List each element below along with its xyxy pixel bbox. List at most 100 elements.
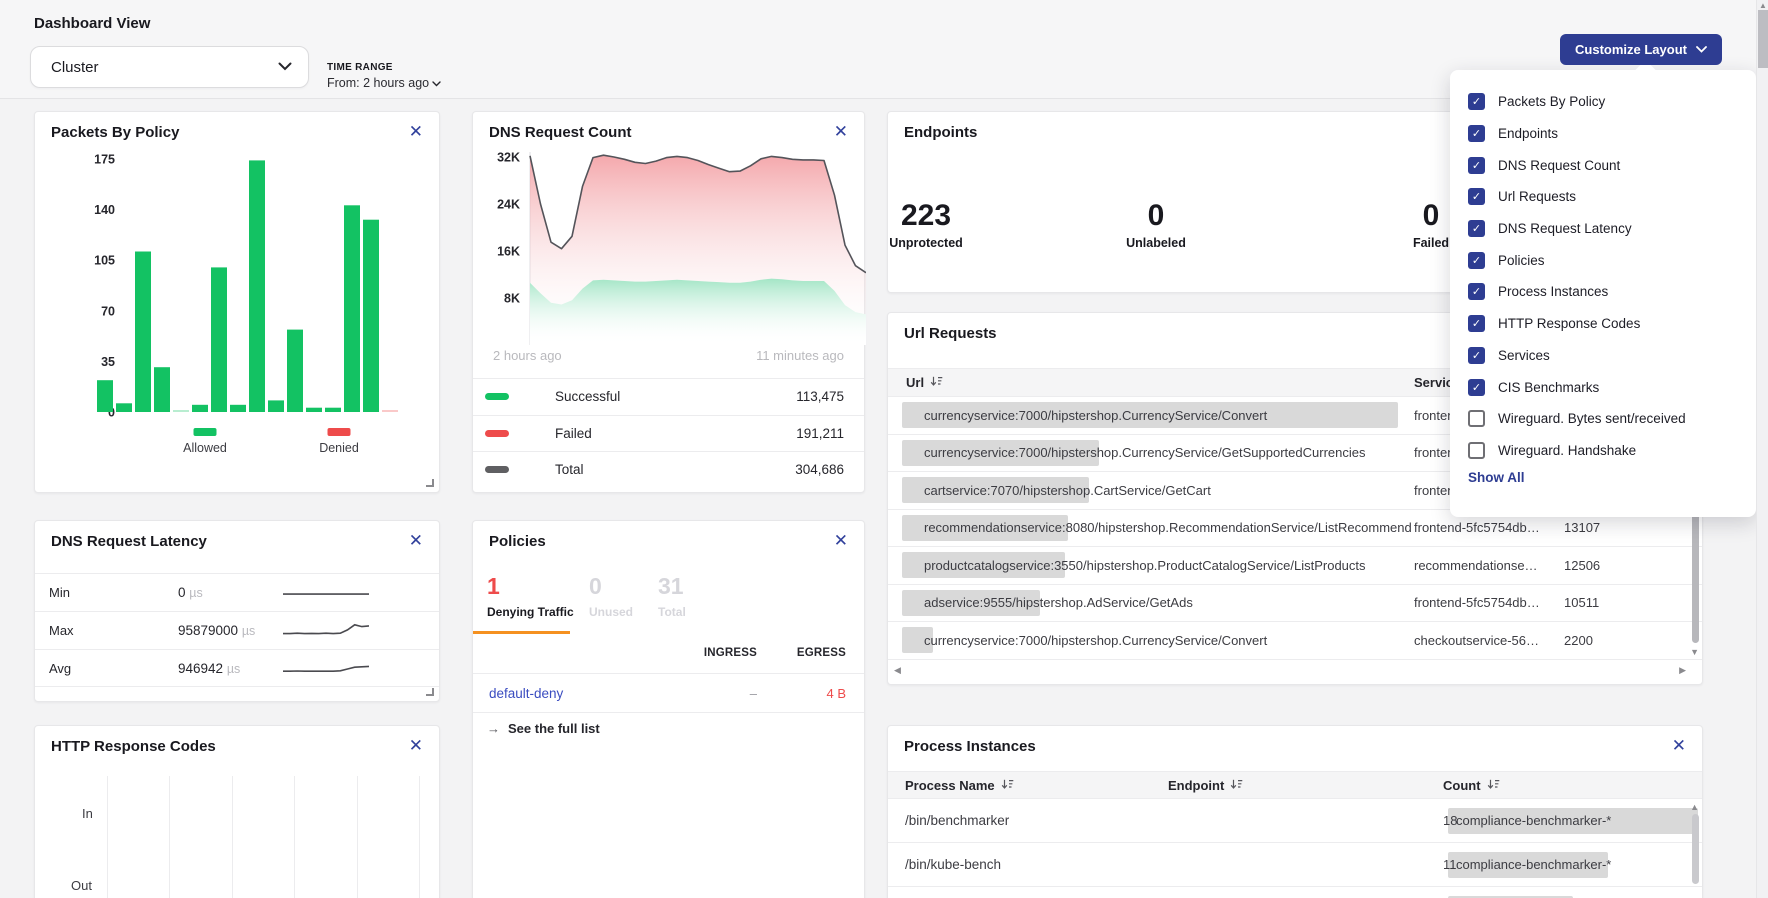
customize-layout-button[interactable]: Customize Layout — [1560, 34, 1722, 65]
legend-label: Successful — [555, 379, 620, 415]
menu-item-wireguard-bytes-sent-received[interactable]: Wireguard. Bytes sent/received — [1450, 403, 1756, 435]
svg-text:16K: 16K — [497, 245, 520, 259]
url-text: adservice:9555/hipstershop.AdService/Get… — [924, 585, 1412, 622]
checked-checkbox-icon[interactable]: ✓ — [1468, 125, 1485, 142]
egress-column-header: EGRESS — [797, 647, 846, 659]
card-title: HTTP Response Codes — [51, 738, 216, 755]
stat-value: 31 — [658, 573, 686, 599]
column-label: Endpoint — [1168, 778, 1224, 793]
latency-row-min: Min 0 µs — [35, 573, 439, 611]
grid-line — [107, 776, 108, 898]
svg-text:8K: 8K — [504, 292, 520, 306]
checked-checkbox-icon[interactable]: ✓ — [1468, 283, 1485, 300]
process-table-row[interactable]: benchmarker compliance-benchmarker-* 9 — [888, 887, 1702, 898]
menu-item-process-instances[interactable]: ✓ Process Instances — [1450, 276, 1756, 308]
url-text: recommendationservice:8080/hipstershop.R… — [924, 510, 1412, 547]
checked-checkbox-icon[interactable]: ✓ — [1468, 188, 1485, 205]
checked-checkbox-icon[interactable]: ✓ — [1468, 220, 1485, 237]
menu-item-policies[interactable]: ✓ Policies — [1450, 244, 1756, 276]
unused-tab[interactable]: 0 Unused — [589, 573, 633, 619]
url-text: currencyservice:7000/hipstershop.Currenc… — [924, 435, 1412, 472]
menu-item-dns-request-latency[interactable]: ✓ DNS Request Latency — [1450, 213, 1756, 245]
checked-checkbox-icon[interactable]: ✓ — [1468, 379, 1485, 396]
process-table-row[interactable]: /bin/benchmarker compliance-benchmarker-… — [888, 799, 1702, 843]
see-full-list-link[interactable]: →See the full list — [487, 721, 600, 736]
scroll-up-arrow-icon[interactable]: ▲ — [1759, 1, 1767, 10]
show-all-link[interactable]: Show All — [1468, 470, 1525, 485]
menu-item-dns-request-count[interactable]: ✓ DNS Request Count — [1450, 149, 1756, 181]
latency-unit: µs — [189, 586, 202, 600]
sort-icon — [1001, 779, 1014, 790]
stat-value: 0 — [1413, 200, 1449, 232]
count-cell: 2200 — [1564, 622, 1654, 659]
scroll-down-arrow-icon[interactable]: ▼ — [1690, 647, 1699, 657]
ingress-value: – — [750, 674, 757, 714]
menu-item-endpoints[interactable]: ✓ Endpoints — [1450, 118, 1756, 150]
menu-item-cis-benchmarks[interactable]: ✓ CIS Benchmarks — [1450, 371, 1756, 403]
process-name-cell: /bin/benchmarker — [905, 799, 1009, 842]
stat-value: 1 — [487, 573, 574, 599]
count-cell: 11 — [1443, 843, 1457, 886]
legend-label: Failed — [555, 416, 592, 452]
latency-table: Min 0 µs Max 95879000 µs Avg 946942 µs — [35, 573, 439, 687]
unprotected-stat: 223 Unprotected — [889, 200, 963, 250]
view-selector[interactable]: Cluster — [30, 46, 309, 88]
url-table-row[interactable]: productcatalogservice:3550/hipstershop.P… — [888, 547, 1702, 585]
sort-icon — [1487, 779, 1500, 790]
scroll-up-arrow-icon[interactable]: ▲ — [1690, 802, 1699, 812]
close-icon[interactable]: ✕ — [1672, 736, 1686, 756]
latency-sparkline — [283, 658, 369, 680]
card-title: Process Instances — [904, 738, 1036, 755]
menu-item-services[interactable]: ✓ Services — [1450, 340, 1756, 372]
process-name-cell: benchmarker — [905, 887, 984, 898]
menu-item-packets-by-policy[interactable]: ✓ Packets By Policy — [1450, 86, 1756, 118]
latency-value: 946942 µs — [178, 650, 240, 688]
url-table-row[interactable]: currencyservice:7000/hipstershop.Currenc… — [888, 622, 1702, 660]
unchecked-checkbox-icon[interactable] — [1468, 410, 1485, 427]
stat-label: Unprotected — [889, 236, 963, 250]
menu-item-label: DNS Request Latency — [1498, 221, 1632, 236]
policy-name-link[interactable]: default-deny — [489, 674, 563, 714]
checked-checkbox-icon[interactable]: ✓ — [1468, 252, 1485, 269]
total-tab[interactable]: 31 Total — [658, 573, 686, 619]
menu-item-http-response-codes[interactable]: ✓ HTTP Response Codes — [1450, 308, 1756, 340]
latency-unit: µs — [242, 624, 255, 638]
resize-handle[interactable] — [426, 479, 434, 487]
endpoint-column-header[interactable]: Endpoint — [1168, 772, 1243, 798]
count-column-header[interactable]: Count — [1443, 772, 1500, 798]
menu-item-label: Process Instances — [1498, 284, 1608, 299]
checked-checkbox-icon[interactable]: ✓ — [1468, 157, 1485, 174]
unchecked-checkbox-icon[interactable] — [1468, 442, 1485, 459]
url-cell: adservice:9555/hipstershop.AdService/Get… — [902, 585, 1402, 622]
time-range-value[interactable]: From: 2 hours ago — [327, 76, 441, 90]
scroll-right-arrow-icon[interactable]: ▶ — [1679, 665, 1686, 675]
scroll-left-arrow-icon[interactable]: ◀ — [894, 665, 901, 675]
denying-traffic-tab[interactable]: 1 Denying Traffic — [487, 573, 574, 619]
endpoint-cell: compliance-benchmarker-* — [1168, 843, 1438, 886]
close-icon[interactable]: ✕ — [409, 736, 423, 756]
menu-item-url-requests[interactable]: ✓ Url Requests — [1450, 181, 1756, 213]
close-icon[interactable]: ✕ — [409, 531, 423, 551]
endpoint-cell: compliance-benchmarker-* — [1168, 887, 1438, 898]
checked-checkbox-icon[interactable]: ✓ — [1468, 315, 1485, 332]
sort-icon — [1230, 779, 1243, 790]
process-name-column-header[interactable]: Process Name — [905, 772, 1014, 798]
process-table-row[interactable]: /bin/kube-bench compliance-benchmarker-*… — [888, 843, 1702, 887]
url-table-row[interactable]: adservice:9555/hipstershop.AdService/Get… — [888, 585, 1702, 623]
page-scrollbar-thumb[interactable] — [1758, 10, 1768, 68]
column-label: Count — [1443, 778, 1481, 793]
url-column-header[interactable]: Url — [906, 369, 943, 396]
page-scrollbar[interactable]: ▲ — [1756, 0, 1768, 898]
grid-line — [232, 776, 233, 898]
url-cell: currencyservice:7000/hipstershop.Currenc… — [902, 435, 1402, 472]
resize-handle[interactable] — [426, 688, 434, 696]
latency-sparkline — [283, 582, 369, 604]
dns-request-count-card: DNS Request Count ✕ 32K24K16K8K 2 hours … — [472, 111, 865, 493]
close-icon[interactable]: ✕ — [834, 531, 848, 551]
checked-checkbox-icon[interactable]: ✓ — [1468, 347, 1485, 364]
latency-metric-label: Avg — [49, 650, 71, 688]
table-vertical-scrollbar[interactable] — [1692, 814, 1699, 884]
svg-text:140: 140 — [94, 203, 115, 217]
menu-item-wireguard-handshake[interactable]: Wireguard. Handshake — [1450, 435, 1756, 467]
checked-checkbox-icon[interactable]: ✓ — [1468, 93, 1485, 110]
